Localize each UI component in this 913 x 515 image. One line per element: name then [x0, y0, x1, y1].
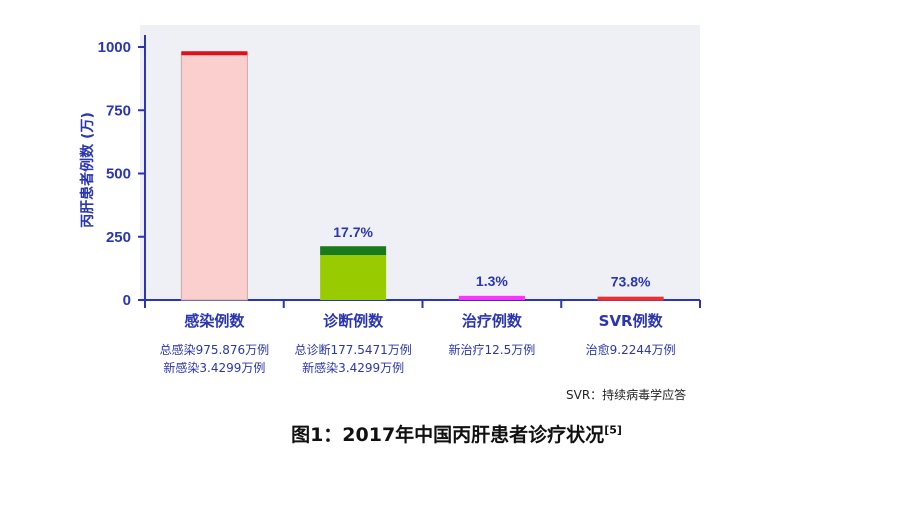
category-label-1: 感染例数 [184, 312, 245, 330]
y-tick-label: 0 [123, 292, 131, 309]
figure-caption: 图1：2017年中国丙肝患者诊疗状况[5] [0, 420, 913, 447]
bar-1 [180, 51, 248, 301]
bar-3-top-line [458, 295, 525, 300]
percent-label-4: 73.8% [611, 274, 651, 290]
category-label-2: 诊断例数 [323, 312, 384, 330]
y-tick-label: 1000 [98, 39, 131, 56]
category-sublabel: 总诊断177.5471万例 [294, 342, 411, 357]
category-sublabel: 治愈9.2244万例 [586, 342, 676, 357]
percent-label-2: 17.7% [333, 224, 373, 240]
y-tick-label: 500 [106, 166, 131, 183]
category-sublabel: 总感染975.876万例 [160, 342, 270, 357]
bar-4-top-line [597, 296, 664, 301]
category-sublabel: 新治疗12.5万例 [449, 342, 536, 357]
caption-text: 图1：2017年中国丙肝患者诊疗状况 [291, 424, 605, 446]
category-label-3: 治疗例数 [462, 312, 523, 330]
category-sublabel: 新感染3.4299万例 [302, 360, 404, 375]
y-tick-label: 250 [106, 229, 131, 246]
bar-1-top-line [181, 51, 248, 56]
bar-2-top-segment [320, 246, 387, 256]
y-tick-label: 750 [106, 102, 131, 119]
caption-reference: [5] [604, 423, 622, 437]
y-axis-label: 丙肝患者例数 (万) [79, 112, 96, 228]
percent-label-3: 1.3% [476, 273, 508, 289]
category-label-4: SVR例数 [599, 312, 664, 330]
bar-2 [320, 255, 387, 300]
category-sublabel: 新感染3.4299万例 [163, 360, 265, 375]
svr-note: SVR：持续病毒学应答 [566, 388, 687, 402]
